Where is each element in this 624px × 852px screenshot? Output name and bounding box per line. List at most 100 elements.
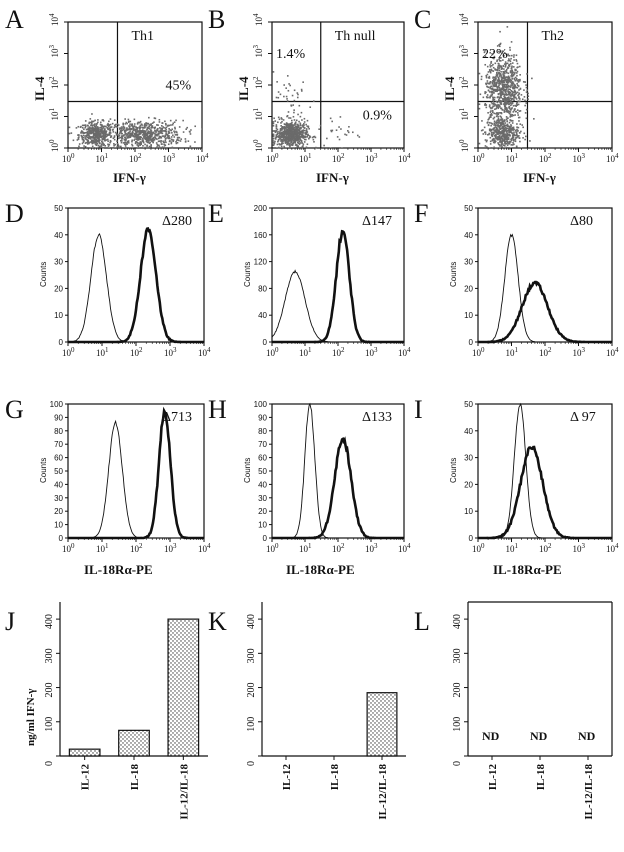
data-point — [495, 69, 498, 71]
data-point — [111, 122, 114, 125]
hist-i-xtick-label-4: 104 — [606, 542, 619, 554]
data-point — [489, 66, 492, 68]
data-point — [507, 129, 509, 132]
data-point — [173, 121, 176, 123]
data-point — [289, 131, 291, 133]
data-point — [492, 133, 495, 135]
data-point — [496, 60, 498, 63]
data-point — [155, 130, 157, 132]
ytick-label: 20 — [464, 480, 473, 489]
data-point — [165, 126, 168, 129]
data-point — [87, 141, 90, 144]
data-point — [92, 133, 95, 136]
data-point — [143, 132, 146, 134]
ytick-label: 0 — [263, 338, 268, 347]
data-point — [285, 130, 288, 133]
data-point — [500, 143, 503, 146]
data-point — [83, 145, 85, 147]
data-point — [300, 135, 303, 138]
data-point — [486, 85, 488, 88]
data-point — [485, 74, 488, 77]
data-point — [167, 130, 170, 133]
data-point — [145, 136, 147, 139]
data-point — [502, 135, 505, 138]
data-point — [171, 132, 173, 134]
data-point — [100, 126, 103, 129]
data-point — [502, 121, 504, 124]
data-point — [502, 79, 505, 82]
data-point — [126, 137, 128, 139]
data-point — [287, 140, 290, 143]
data-point — [142, 145, 144, 147]
data-point — [500, 75, 502, 78]
data-point — [89, 141, 92, 143]
data-point — [503, 74, 505, 76]
data-point — [158, 121, 161, 123]
data-point — [133, 132, 136, 135]
data-point — [124, 131, 126, 134]
data-point — [81, 124, 84, 127]
data-point — [489, 64, 491, 66]
data-point — [504, 79, 506, 82]
data-point — [174, 134, 177, 136]
data-point — [152, 147, 154, 149]
data-point — [511, 122, 514, 124]
data-point — [497, 131, 500, 133]
data-point — [98, 138, 100, 140]
data-point — [491, 64, 493, 67]
data-point — [500, 65, 503, 67]
data-point — [277, 138, 280, 141]
data-point — [301, 90, 303, 92]
data-point — [505, 83, 507, 86]
data-point — [103, 144, 105, 146]
data-point — [517, 85, 520, 87]
data-point — [80, 130, 83, 132]
data-point — [142, 141, 145, 143]
data-point — [88, 135, 91, 137]
data-point — [501, 127, 504, 130]
data-point — [84, 145, 87, 148]
data-point — [102, 146, 104, 149]
data-point — [507, 90, 510, 93]
data-point — [511, 69, 514, 72]
ytick-label: 30 — [258, 494, 267, 503]
data-point — [184, 138, 187, 140]
hist-g-xtick-label-4: 104 — [198, 542, 211, 554]
scatter-a-xtick-label-1: 101 — [96, 152, 109, 164]
data-point — [515, 86, 518, 89]
data-point — [496, 59, 499, 61]
data-point — [509, 71, 512, 74]
data-point — [99, 123, 102, 126]
data-point — [498, 99, 500, 101]
data-point — [493, 92, 495, 94]
data-point — [95, 147, 97, 149]
data-point — [172, 140, 175, 143]
data-point — [499, 103, 502, 105]
data-point — [147, 122, 150, 125]
data-point — [134, 138, 136, 140]
data-point — [296, 132, 299, 134]
data-point — [303, 127, 306, 129]
data-point — [513, 97, 516, 99]
x-axis-label: IFN-γ — [523, 170, 556, 185]
data-point — [126, 133, 128, 136]
data-point — [499, 90, 501, 92]
data-point — [309, 136, 312, 138]
data-point — [81, 131, 84, 133]
ytick-label: 160 — [254, 231, 268, 240]
data-point — [494, 126, 497, 128]
data-point — [101, 131, 103, 133]
data-point — [503, 126, 505, 128]
data-point — [176, 141, 179, 144]
data-point — [277, 130, 279, 133]
data-point — [489, 143, 492, 145]
data-point — [144, 147, 147, 149]
data-point — [506, 124, 509, 126]
data-point — [288, 135, 291, 137]
data-point — [94, 137, 96, 139]
data-point — [175, 130, 177, 133]
data-point — [286, 131, 289, 134]
data-point — [498, 105, 501, 108]
data-point — [135, 132, 137, 135]
data-point — [489, 96, 491, 99]
